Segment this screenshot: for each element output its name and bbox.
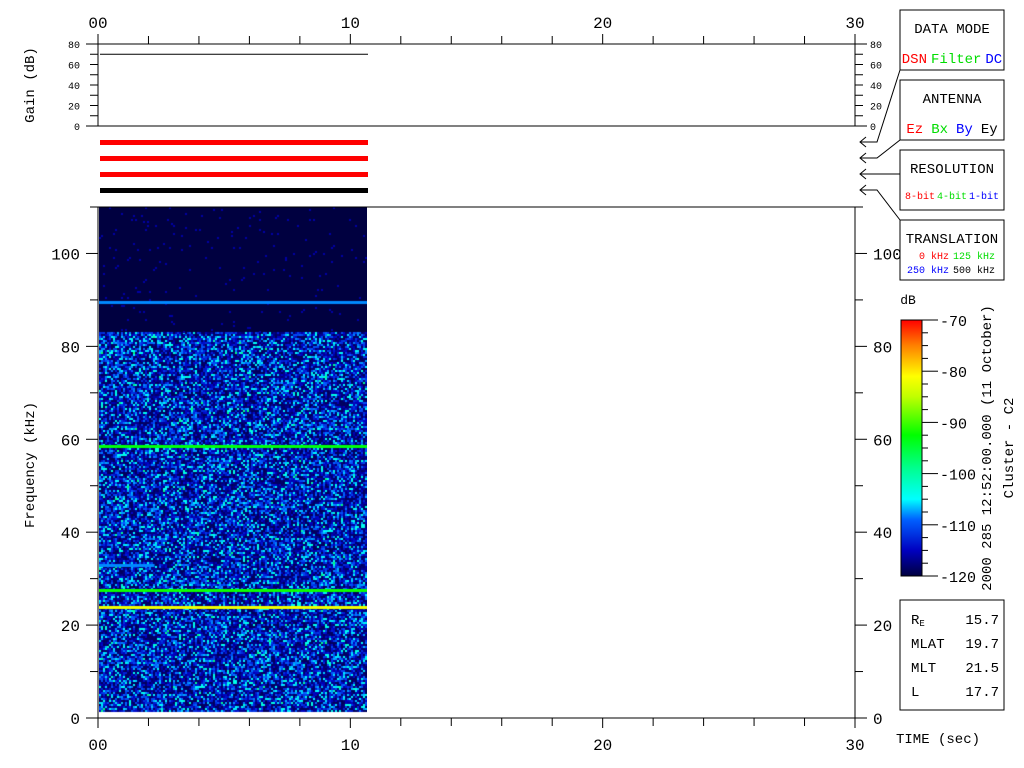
- mode-bar: [100, 140, 368, 145]
- legend-item-500khz: 500 kHz: [953, 265, 995, 277]
- orbit-value-mlat: 19.7: [965, 637, 999, 653]
- orbit-value-mlt: 21.5: [965, 661, 999, 677]
- legend-item-bx: Bx: [931, 122, 948, 138]
- legend-translation: TRANSLATION 0 kHz 125 kHz 250 kHz 500 kHz: [899, 219, 1005, 281]
- legend-items: 8-bit 4-bit 1-bit: [905, 191, 999, 203]
- mode-bar: [100, 172, 368, 177]
- orbit-label-mlat: MLAT: [911, 637, 945, 653]
- legend-item-filter: Filter: [931, 52, 981, 68]
- legend-item-125khz: 125 kHz: [953, 251, 995, 263]
- mode-bar: [100, 188, 368, 193]
- datetime-label: 2000 285 12:52:00.000 (11 October): [980, 305, 996, 591]
- legend-items: Ez Bx By Ey: [906, 122, 997, 138]
- spacecraft-label: Cluster - C2: [1002, 398, 1018, 499]
- colorbar: [900, 319, 923, 577]
- gain-tick-label-right: 60: [870, 62, 882, 73]
- freq-tick-label-right: 100: [873, 246, 902, 264]
- freq-tick-label: 100: [51, 246, 80, 264]
- gain-tick-label: 80: [68, 41, 80, 52]
- freq-tick-label: 40: [61, 525, 80, 543]
- legend-items: 250 kHz 500 kHz: [907, 265, 995, 277]
- freq-tick-label: 60: [61, 432, 80, 450]
- time-bottom-tick-label: 10: [341, 737, 360, 755]
- freq-tick-label-right: 80: [873, 339, 892, 357]
- legend-item-0khz: 0 kHz: [919, 251, 949, 263]
- legend-resolution: RESOLUTION 8-bit 4-bit 1-bit: [899, 149, 1005, 211]
- frequency-axis-label: Frequency (kHz): [23, 402, 39, 528]
- orbit-value-re: 15.7: [965, 613, 999, 629]
- spectrogram-heatmap: [99, 207, 367, 718]
- colorbar-label: dB: [900, 293, 916, 308]
- time-bottom-tick-label: 00: [88, 737, 107, 755]
- legend-item-dc: DC: [985, 52, 1002, 68]
- gain-tick-label: 0: [74, 123, 80, 134]
- freq-tick-label-right: 20: [873, 618, 892, 636]
- freq-tick-label: 0: [70, 711, 80, 729]
- legend-item-dsn: DSN: [902, 52, 927, 68]
- orbit-label-l: L: [911, 685, 919, 701]
- colorbar-tick-label: -80: [940, 365, 967, 382]
- legend-item-ez: Ez: [906, 122, 923, 138]
- legend-title: DATA MODE: [914, 22, 990, 38]
- colorbar-tick-label: -90: [940, 416, 967, 433]
- time-bottom-tick-label: 30: [845, 737, 864, 755]
- colorbar-tick-label: -120: [940, 570, 976, 587]
- gain-tick-label-right: 0: [870, 123, 876, 134]
- gain-tick-label-right: 80: [870, 41, 882, 52]
- legend-item-ey: Ey: [981, 122, 998, 138]
- legend-item-8bit: 8-bit: [905, 191, 935, 203]
- time-axis-label: TIME (sec): [896, 732, 980, 748]
- colorbar-tick-label: -100: [940, 468, 976, 485]
- gain-tick-label: 60: [68, 62, 80, 73]
- time-top-tick-label: 20: [593, 15, 612, 33]
- legend-title: RESOLUTION: [910, 162, 994, 178]
- colorbar-tick-label: -70: [940, 314, 967, 331]
- freq-tick-label-right: 40: [873, 525, 892, 543]
- time-top-tick-label: 30: [845, 15, 864, 33]
- legend-data-mode: DATA MODE DSN Filter DC: [899, 9, 1005, 71]
- time-bottom-tick-label: 20: [593, 737, 612, 755]
- legend-items: 0 kHz 125 kHz: [919, 251, 995, 263]
- orbit-label-re: RE: [911, 613, 925, 629]
- time-top-tick-label: 10: [341, 15, 360, 33]
- legend-antenna: ANTENNA Ez Bx By Ey: [899, 79, 1005, 141]
- freq-tick-label-right: 0: [873, 711, 883, 729]
- gain-axis-label: Gain (dB): [23, 47, 39, 123]
- gain-tick-label: 40: [68, 82, 80, 93]
- legend-item-1bit: 1-bit: [969, 191, 999, 203]
- gain-tick-label-right: 40: [870, 82, 882, 93]
- legend-item-by: By: [956, 122, 973, 138]
- orbit-info-box: RE 15.7 MLAT 19.7 MLT 21.5 L 17.7: [899, 599, 1005, 711]
- freq-tick-label-right: 60: [873, 432, 892, 450]
- time-top-tick-label: 00: [88, 15, 107, 33]
- colorbar-tick-label: -110: [940, 519, 976, 536]
- legend-title: ANTENNA: [923, 92, 982, 108]
- orbit-label-mlt: MLT: [911, 661, 936, 677]
- mode-bar: [100, 156, 368, 161]
- legend-items: DSN Filter DC: [902, 52, 1002, 68]
- legend-title: TRANSLATION: [906, 232, 998, 248]
- freq-tick-label: 80: [61, 339, 80, 357]
- legend-item-4bit: 4-bit: [937, 191, 967, 203]
- orbit-value-l: 17.7: [965, 685, 999, 701]
- freq-tick-label: 20: [61, 618, 80, 636]
- gain-tick-label: 20: [68, 103, 80, 114]
- legend-pointer-lines: [859, 69, 901, 221]
- gain-tick-label-right: 20: [870, 103, 882, 114]
- legend-item-250khz: 250 kHz: [907, 265, 949, 277]
